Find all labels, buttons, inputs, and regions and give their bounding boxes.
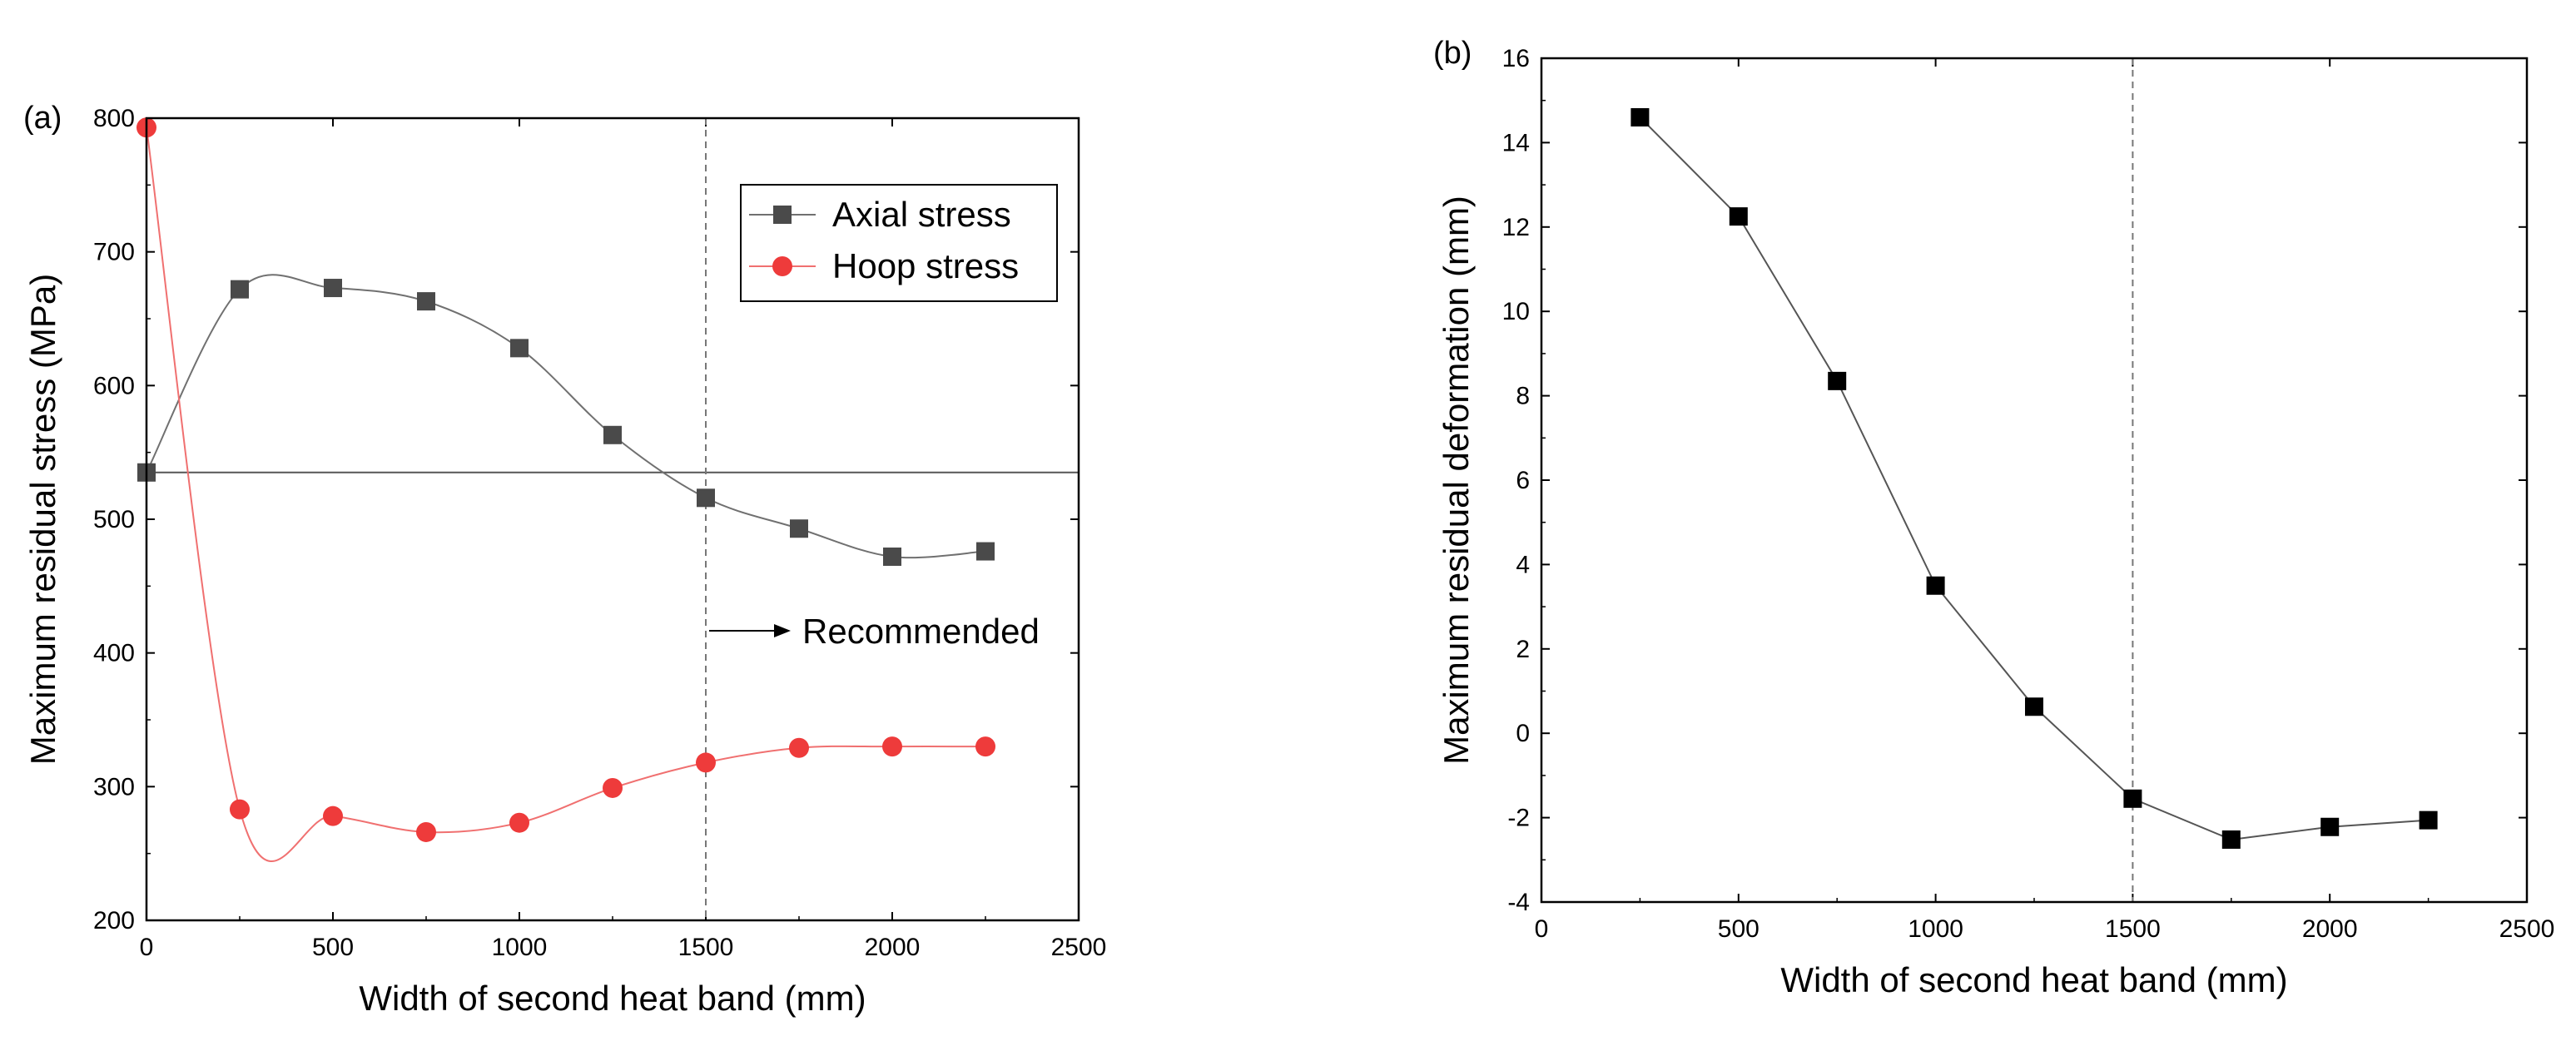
plot-frame [145,116,1080,922]
data-point-square [697,488,715,508]
panel-b: 0 500 1000 1500 2000 2500 -4 -2 0 2 4 6 8 10 12 14 16 Wid… [1433,36,2554,999]
x-axis-label: Width of second heat band (mm) [1780,960,2287,999]
y-tick-label: 12 [1502,214,1530,241]
data-point-square [1828,371,1847,390]
data-point-square [2025,697,2043,716]
data-point-square [976,542,995,561]
x-tick-label: 0 [1535,915,1549,943]
x-tick-label: 2000 [2302,915,2358,943]
y-tick-label: 200 [93,907,135,934]
series-line-1 [146,127,986,862]
annotation-text: Recommended [802,612,1040,651]
y-axis-label: Maximum residual deformation (mm) [1437,196,1476,765]
legend-entry: Axial stress [832,195,1011,234]
data-point-circle [696,752,716,773]
data-point-square [790,519,808,538]
data-point-circle [230,799,250,820]
data-point-square [510,339,529,358]
data-point-square [1729,207,1748,226]
data-point-square [2123,789,2142,808]
y-tick-label: 2 [1516,636,1530,663]
data-point-square [324,279,342,298]
data-point-circle [603,777,623,798]
data-point-square [1926,576,1945,595]
legend-box [740,184,1058,302]
y-tick-label: 400 [93,640,135,667]
y-tick-label: 0 [1516,720,1530,747]
y-tick-label: -2 [1507,805,1530,832]
x-tick-label: 0 [140,934,154,961]
x-tick-label: 2000 [865,934,921,961]
data-point-circle [509,812,529,833]
y-axis-label: Maximum residual stress (MPa) [23,274,62,765]
x-tick-label: 1000 [492,934,548,961]
legend-entry: Hoop stress [832,246,1019,285]
data-point-circle [323,806,343,826]
data-point-circle [975,736,995,757]
annotation-arrowhead [774,624,791,637]
series-line-0 [1639,116,2429,840]
y-tick-label: 4 [1516,551,1530,578]
x-tick-label: 1000 [1908,915,1963,943]
data-point-square [417,292,435,311]
x-tick-label: 1500 [678,934,734,961]
y-tick-label: 700 [93,239,135,266]
data-point-square [231,280,249,299]
y-tick-label: -4 [1507,889,1530,916]
panel-label: (a) [23,101,62,136]
data-point-square [883,547,901,566]
y-tick-label: 6 [1516,467,1530,494]
data-point-circle [789,737,809,758]
data-point-square [603,425,622,444]
series-line-0 [146,274,986,559]
legend-marker-circle [772,256,792,276]
data-point-circle [416,821,436,842]
data-point-square [2419,810,2438,830]
y-tick-label: 16 [1502,45,1530,72]
panel-label: (b) [1433,36,1472,71]
y-tick-label: 10 [1502,298,1530,325]
x-tick-label: 2500 [1051,934,1107,961]
x-tick-label: 500 [1718,915,1760,943]
legend-marker-square [773,206,792,224]
plot-frame [1540,57,2529,904]
panel-a: 0 500 1000 1500 2000 2500 200 300 400 500 600 700 80… [23,101,1106,1018]
y-tick-label: 300 [93,773,135,801]
data-point-square [2320,817,2340,836]
y-tick-label: 14 [1502,129,1530,156]
x-tick-label: 500 [312,934,354,961]
data-point-circle [882,736,902,757]
data-point-square [1630,107,1650,126]
x-axis-label: Width of second heat band (mm) [359,979,866,1018]
x-tick-label: 2500 [2499,915,2555,943]
y-tick-label: 600 [93,372,135,399]
y-tick-label: 8 [1516,383,1530,410]
y-tick-label: 500 [93,506,135,533]
y-tick-label: 800 [93,105,135,132]
x-tick-label: 1500 [2105,915,2161,943]
data-point-square [2221,830,2241,849]
